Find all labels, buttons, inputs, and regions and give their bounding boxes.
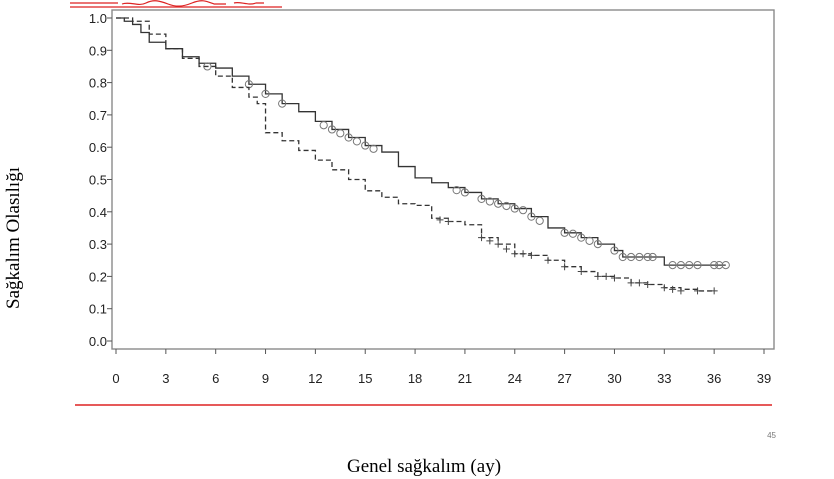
censor-circle-marker — [352, 137, 362, 146]
censor-plus-marker — [527, 251, 535, 259]
censor-circle-marker — [618, 252, 627, 262]
y-tick-label: 0.8 — [89, 76, 107, 91]
censor-circle-marker — [344, 133, 353, 142]
y-tick-label: 0.0 — [89, 334, 107, 349]
censor-circle-marker — [577, 233, 586, 242]
censor-plus-marker — [577, 268, 585, 276]
censor-circle-marker — [710, 260, 719, 270]
censor-circle-marker — [361, 141, 370, 150]
y-tick-label: 0.3 — [89, 237, 107, 252]
censor-plus-marker — [444, 217, 452, 225]
series-2-curve — [116, 17, 715, 292]
censor-circle-marker — [643, 252, 652, 262]
censor-plus-marker — [635, 279, 643, 287]
censor-circle-marker — [535, 216, 544, 225]
x-tick-label: 33 — [657, 371, 671, 386]
censor-circle-marker — [510, 204, 519, 213]
censor-plus-marker — [561, 263, 569, 271]
x-tick-label: 9 — [262, 371, 269, 386]
censor-circle-marker — [369, 144, 378, 153]
censor-circle-marker — [518, 206, 528, 215]
censor-plus-marker — [694, 287, 702, 295]
x-tick-label: 15 — [358, 371, 372, 386]
censor-plus-marker — [602, 272, 610, 280]
censor-circle-marker — [494, 199, 503, 208]
censor-plus-marker — [594, 272, 602, 280]
censor-plus-marker — [544, 256, 552, 264]
censor-circle-marker — [485, 197, 494, 206]
censor-circle-marker — [568, 229, 578, 238]
censor-plus-marker — [502, 245, 510, 253]
censor-circle-marker — [626, 252, 636, 262]
censor-plus-marker — [610, 274, 618, 282]
x-tick-label: 6 — [212, 371, 219, 386]
censor-plus-marker — [486, 237, 494, 245]
censor-circle-marker — [676, 260, 686, 270]
censor-circle-marker — [460, 188, 470, 197]
censor-plus-marker — [511, 250, 519, 258]
censor-circle-marker — [648, 252, 657, 262]
y-tick-label: 0.9 — [89, 43, 107, 58]
censor-circle-marker — [327, 125, 337, 134]
censor-circle-marker — [319, 121, 328, 130]
censor-circle-marker — [527, 212, 536, 221]
series-1-curve — [116, 17, 726, 266]
red-scribble-mark — [70, 0, 282, 8]
censor-circle-marker — [693, 260, 702, 270]
x-tick-label: 12 — [308, 371, 322, 386]
x-tick-label: 3 — [162, 371, 169, 386]
x-axis-ticks: 0 3 6 9 12 15 18 21 24 27 30 33 36 39 — [112, 349, 771, 386]
censor-plus-marker — [644, 280, 652, 288]
censor-plus-marker — [660, 284, 668, 292]
series-layer — [116, 17, 730, 295]
x-tick-label: 36 — [707, 371, 721, 386]
x-tick-label: 30 — [607, 371, 621, 386]
censor-circle-marker — [261, 89, 270, 99]
censor-circle-marker — [477, 194, 486, 203]
censor-circle-marker — [685, 260, 694, 270]
y-tick-label: 0.2 — [89, 269, 107, 284]
censor-circle-marker — [336, 129, 345, 138]
censor-circle-marker — [502, 201, 511, 211]
censor-circle-marker — [585, 236, 594, 245]
x-tick-label: 24 — [508, 371, 522, 386]
censor-plus-marker — [669, 285, 677, 293]
y-tick-label: 0.1 — [89, 302, 107, 317]
censor-circle-marker — [610, 246, 619, 255]
censor-circle-marker — [278, 99, 287, 108]
censor-circle-marker — [635, 252, 644, 262]
censor-plus-marker — [627, 279, 635, 287]
x-tick-label: 0 — [112, 371, 119, 386]
y-axis-title: Sağkalım Olasılığı — [3, 167, 24, 309]
y-tick-label: 0.6 — [89, 140, 107, 155]
x-tick-label: 18 — [408, 371, 422, 386]
y-tick-label: 1.0 — [89, 11, 107, 26]
y-tick-label: 0.4 — [89, 205, 107, 220]
y-tick-label: 0.7 — [89, 108, 107, 123]
y-axis-ticks: 0.0 0.1 0.2 0.3 0.4 0.5 0.6 0.7 0.8 0.9 1.0 — [89, 11, 112, 349]
page-number: 45 — [767, 431, 776, 440]
censor-circle-marker — [452, 186, 461, 195]
censor-circle-marker — [721, 260, 730, 270]
x-tick-label: 39 — [757, 371, 771, 386]
censor-plus-marker — [478, 234, 486, 242]
censor-plus-marker — [710, 287, 718, 295]
censor-circle-marker — [560, 228, 569, 237]
censor-circle-marker — [593, 240, 602, 249]
censor-circle-marker — [715, 260, 724, 270]
censor-plus-marker — [519, 250, 527, 258]
x-axis-title: Genel sağkalım (ay) — [347, 456, 501, 477]
y-tick-label: 0.5 — [89, 173, 107, 188]
x-tick-label: 27 — [557, 371, 571, 386]
censor-circle-marker — [668, 260, 677, 270]
plot-frame — [111, 9, 775, 350]
censor-plus-marker — [436, 216, 444, 224]
x-tick-label: 21 — [458, 371, 472, 386]
censor-plus-marker — [677, 287, 685, 295]
censor-plus-marker — [494, 240, 502, 248]
